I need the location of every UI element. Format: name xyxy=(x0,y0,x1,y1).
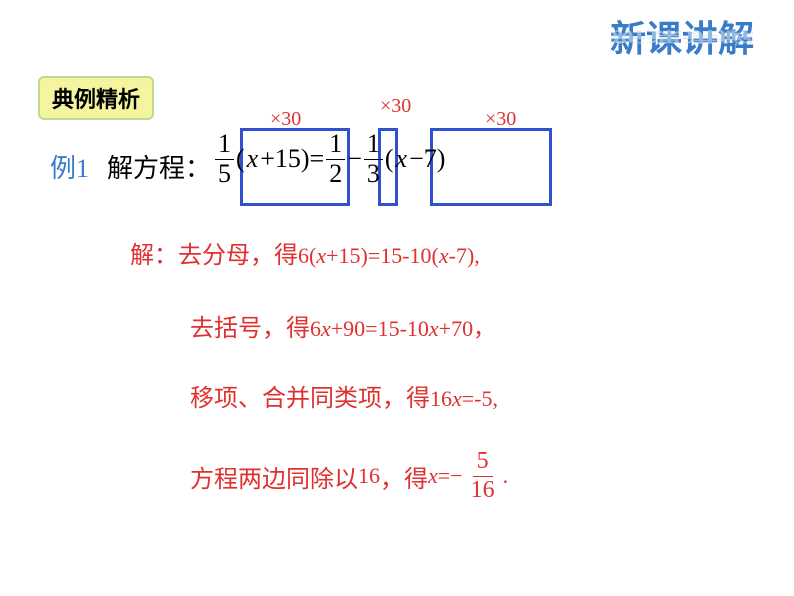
sol1-mc: -7), xyxy=(449,243,480,268)
frac2-den: 2 xyxy=(326,160,345,189)
frac1-den: 5 xyxy=(215,160,234,189)
sol4-v: x xyxy=(428,463,438,489)
sol2-v2: x xyxy=(429,316,439,341)
frac1-num: 1 xyxy=(215,130,234,160)
sol2-mc: +70， xyxy=(439,316,495,341)
sol2-pre: 去括号，得 xyxy=(190,316,310,342)
fraction-1: 1 5 xyxy=(215,130,234,188)
annotation-times30-2: ×30 xyxy=(380,95,411,118)
eq-minus: − xyxy=(347,144,362,174)
solution-line-4: 方程两边同除以16，得x=− 5 16 . xyxy=(190,448,508,504)
sol4-frac-den: 16 xyxy=(467,477,499,505)
sol4-mid: ，得 xyxy=(380,459,428,494)
example-row: 例1 解方程： xyxy=(50,148,211,185)
sol1-ma: 6( xyxy=(298,243,316,268)
fraction-3: 1 3 xyxy=(364,130,383,188)
example-prefix: 解方程： xyxy=(107,148,211,185)
sol1-pre: 解：去分母，得 xyxy=(130,243,298,269)
solution-line-1: 解：去分母，得6(x+15)=15-10(x-7), xyxy=(130,235,480,270)
sol2-v1: x xyxy=(321,316,331,341)
eq-var1: x xyxy=(247,144,259,174)
sol1-mb: +15)=15-10( xyxy=(326,243,439,268)
sol1-v1: x xyxy=(316,243,326,268)
eq-part2b: −7) xyxy=(409,144,445,174)
sol2-mb: +90=15-10 xyxy=(331,316,429,341)
sol3-pre: 移项、合并同类项，得 xyxy=(190,386,430,412)
sol3-v: x xyxy=(452,386,462,411)
sol3-mb: =-5, xyxy=(462,386,498,411)
sol2-ma: 6 xyxy=(310,316,321,341)
eq-part2a: ( xyxy=(385,144,394,174)
solution-line-3: 移项、合并同类项，得16x=-5, xyxy=(190,378,498,413)
lesson-title-reflection: 新课讲解 xyxy=(610,27,754,48)
section-badge: 典例精析 xyxy=(38,76,154,120)
sol4-num: 16 xyxy=(358,463,380,489)
sol4-frac: 5 16 xyxy=(467,448,499,504)
frac2-num: 1 xyxy=(326,130,345,160)
sol4-pre: 方程两边同除以 xyxy=(190,459,358,494)
sol4-frac-num: 5 xyxy=(473,448,493,477)
eq-var2: x xyxy=(396,144,408,174)
frac3-num: 1 xyxy=(364,130,383,160)
fraction-2: 1 2 xyxy=(326,130,345,188)
sol1-v2: x xyxy=(439,243,449,268)
eq-part1b: +15)= xyxy=(260,144,324,174)
sol4-end: . xyxy=(503,463,509,489)
example-label: 例1 xyxy=(50,148,89,185)
eq-part1a: ( xyxy=(236,144,245,174)
sol3-ma: 16 xyxy=(430,386,452,411)
frac3-den: 3 xyxy=(364,160,383,189)
sol4-eq: =− xyxy=(438,463,463,489)
equation: 1 5 ( x +15)= 1 2 − 1 3 ( x −7) xyxy=(213,130,445,188)
highlight-box-3 xyxy=(430,128,552,206)
solution-line-2: 去括号，得6x+90=15-10x+70， xyxy=(190,308,495,343)
